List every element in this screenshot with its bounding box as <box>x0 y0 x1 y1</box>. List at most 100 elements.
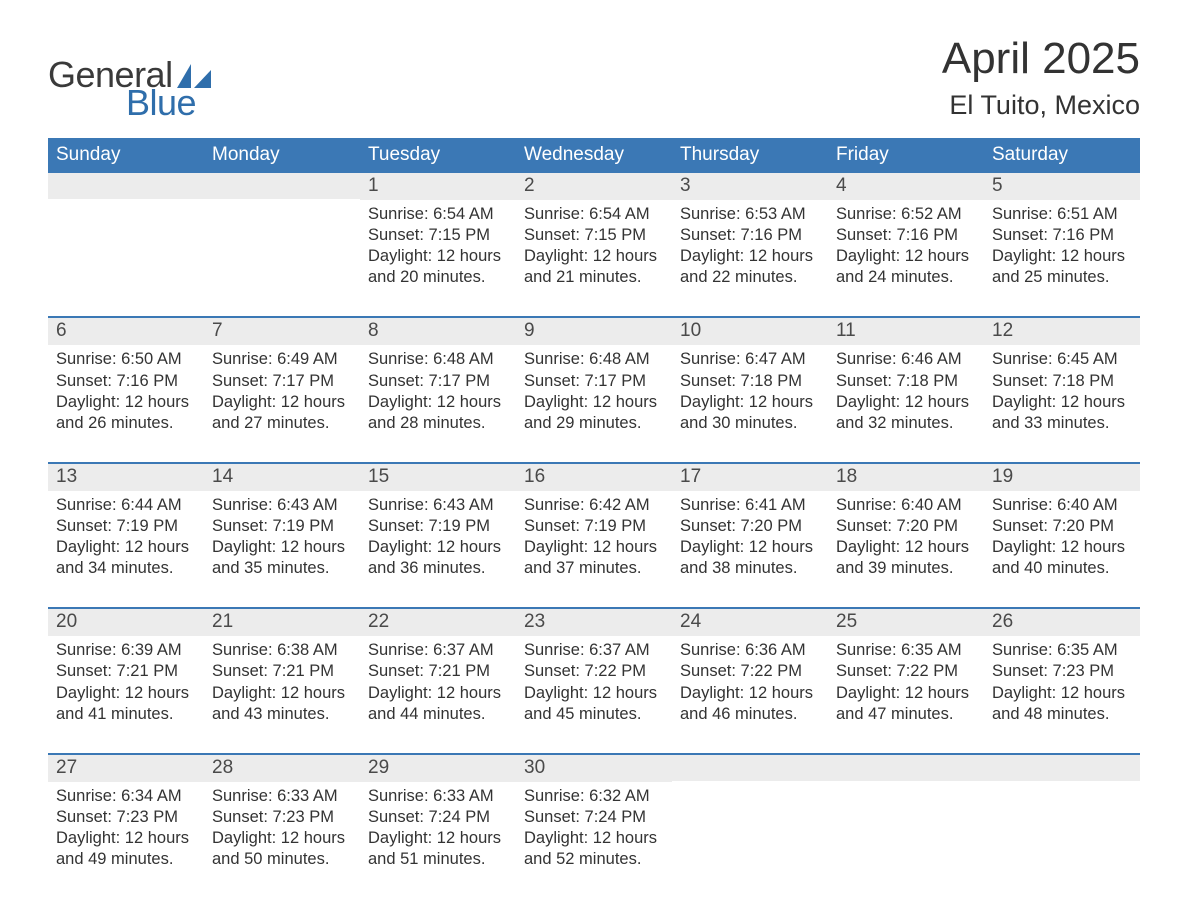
day-body: Sunrise: 6:37 AMSunset: 7:22 PMDaylight:… <box>516 636 672 724</box>
day-daylight2: and 28 minutes. <box>368 413 508 434</box>
day-daylight1: Daylight: 12 hours <box>992 537 1132 558</box>
day-sunrise: Sunrise: 6:40 AM <box>836 495 976 516</box>
day-daylight1: Daylight: 12 hours <box>836 683 976 704</box>
day-sunrise: Sunrise: 6:49 AM <box>212 349 352 370</box>
day-sunrise: Sunrise: 6:38 AM <box>212 640 352 661</box>
day-body: Sunrise: 6:36 AMSunset: 7:22 PMDaylight:… <box>672 636 828 724</box>
day-body <box>984 781 1140 785</box>
calendar: Sunday Monday Tuesday Wednesday Thursday… <box>48 138 1140 870</box>
day-cell: 29Sunrise: 6:33 AMSunset: 7:24 PMDayligh… <box>360 755 516 870</box>
day-daylight1: Daylight: 12 hours <box>680 683 820 704</box>
week-row: 27Sunrise: 6:34 AMSunset: 7:23 PMDayligh… <box>48 753 1140 870</box>
day-sunrise: Sunrise: 6:32 AM <box>524 786 664 807</box>
day-sunrise: Sunrise: 6:50 AM <box>56 349 196 370</box>
day-number: 21 <box>204 609 360 636</box>
day-daylight2: and 38 minutes. <box>680 558 820 579</box>
day-daylight2: and 37 minutes. <box>524 558 664 579</box>
day-daylight2: and 20 minutes. <box>368 267 508 288</box>
day-sunset: Sunset: 7:21 PM <box>212 661 352 682</box>
day-daylight2: and 40 minutes. <box>992 558 1132 579</box>
day-daylight1: Daylight: 12 hours <box>368 392 508 413</box>
day-number: 7 <box>204 318 360 345</box>
day-sunset: Sunset: 7:17 PM <box>212 371 352 392</box>
day-sunset: Sunset: 7:22 PM <box>524 661 664 682</box>
day-daylight2: and 27 minutes. <box>212 413 352 434</box>
weekday-tue: Tuesday <box>360 138 516 173</box>
day-sunset: Sunset: 7:19 PM <box>212 516 352 537</box>
day-cell: 5Sunrise: 6:51 AMSunset: 7:16 PMDaylight… <box>984 173 1140 288</box>
day-number: 11 <box>828 318 984 345</box>
week-row: 6Sunrise: 6:50 AMSunset: 7:16 PMDaylight… <box>48 316 1140 433</box>
day-daylight2: and 46 minutes. <box>680 704 820 725</box>
weekday-header-row: Sunday Monday Tuesday Wednesday Thursday… <box>48 138 1140 173</box>
day-daylight2: and 33 minutes. <box>992 413 1132 434</box>
day-sunset: Sunset: 7:23 PM <box>56 807 196 828</box>
day-body: Sunrise: 6:35 AMSunset: 7:22 PMDaylight:… <box>828 636 984 724</box>
day-daylight1: Daylight: 12 hours <box>56 537 196 558</box>
day-sunset: Sunset: 7:24 PM <box>368 807 508 828</box>
weeks-container: 1Sunrise: 6:54 AMSunset: 7:15 PMDaylight… <box>48 173 1140 870</box>
day-cell: 3Sunrise: 6:53 AMSunset: 7:16 PMDaylight… <box>672 173 828 288</box>
day-body: Sunrise: 6:38 AMSunset: 7:21 PMDaylight:… <box>204 636 360 724</box>
day-sunset: Sunset: 7:24 PM <box>524 807 664 828</box>
day-number <box>672 755 828 781</box>
day-daylight1: Daylight: 12 hours <box>368 537 508 558</box>
day-body: Sunrise: 6:43 AMSunset: 7:19 PMDaylight:… <box>204 491 360 579</box>
day-cell <box>48 173 204 288</box>
day-sunset: Sunset: 7:15 PM <box>524 225 664 246</box>
day-number: 23 <box>516 609 672 636</box>
day-cell <box>828 755 984 870</box>
day-sunrise: Sunrise: 6:39 AM <box>56 640 196 661</box>
day-sunset: Sunset: 7:22 PM <box>680 661 820 682</box>
day-number: 8 <box>360 318 516 345</box>
day-cell: 16Sunrise: 6:42 AMSunset: 7:19 PMDayligh… <box>516 464 672 579</box>
day-body: Sunrise: 6:54 AMSunset: 7:15 PMDaylight:… <box>360 200 516 288</box>
day-number: 26 <box>984 609 1140 636</box>
day-sunset: Sunset: 7:15 PM <box>368 225 508 246</box>
day-sunrise: Sunrise: 6:53 AM <box>680 204 820 225</box>
day-daylight1: Daylight: 12 hours <box>212 392 352 413</box>
day-sunset: Sunset: 7:23 PM <box>992 661 1132 682</box>
week-row: 1Sunrise: 6:54 AMSunset: 7:15 PMDaylight… <box>48 173 1140 288</box>
day-sunrise: Sunrise: 6:48 AM <box>368 349 508 370</box>
day-sunset: Sunset: 7:21 PM <box>368 661 508 682</box>
day-daylight2: and 35 minutes. <box>212 558 352 579</box>
day-body: Sunrise: 6:53 AMSunset: 7:16 PMDaylight:… <box>672 200 828 288</box>
day-body: Sunrise: 6:45 AMSunset: 7:18 PMDaylight:… <box>984 345 1140 433</box>
day-body <box>204 199 360 203</box>
day-body: Sunrise: 6:33 AMSunset: 7:24 PMDaylight:… <box>360 782 516 870</box>
day-sunset: Sunset: 7:18 PM <box>836 371 976 392</box>
day-cell: 27Sunrise: 6:34 AMSunset: 7:23 PMDayligh… <box>48 755 204 870</box>
day-daylight2: and 22 minutes. <box>680 267 820 288</box>
weekday-thu: Thursday <box>672 138 828 173</box>
header: General Blue April 2025 El Tuito, Mexico <box>48 34 1140 124</box>
day-daylight1: Daylight: 12 hours <box>680 246 820 267</box>
day-cell <box>984 755 1140 870</box>
day-body: Sunrise: 6:40 AMSunset: 7:20 PMDaylight:… <box>828 491 984 579</box>
day-number: 19 <box>984 464 1140 491</box>
weekday-sat: Saturday <box>984 138 1140 173</box>
day-body: Sunrise: 6:51 AMSunset: 7:16 PMDaylight:… <box>984 200 1140 288</box>
day-sunrise: Sunrise: 6:41 AM <box>680 495 820 516</box>
day-daylight2: and 29 minutes. <box>524 413 664 434</box>
day-daylight1: Daylight: 12 hours <box>524 683 664 704</box>
day-sunset: Sunset: 7:22 PM <box>836 661 976 682</box>
day-daylight1: Daylight: 12 hours <box>836 537 976 558</box>
calendar-page: General Blue April 2025 El Tuito, Mexico… <box>0 0 1188 910</box>
day-cell: 12Sunrise: 6:45 AMSunset: 7:18 PMDayligh… <box>984 318 1140 433</box>
day-cell: 17Sunrise: 6:41 AMSunset: 7:20 PMDayligh… <box>672 464 828 579</box>
day-sunrise: Sunrise: 6:54 AM <box>368 204 508 225</box>
day-number: 10 <box>672 318 828 345</box>
day-sunrise: Sunrise: 6:37 AM <box>524 640 664 661</box>
day-number: 20 <box>48 609 204 636</box>
day-daylight1: Daylight: 12 hours <box>680 537 820 558</box>
day-sunset: Sunset: 7:16 PM <box>680 225 820 246</box>
day-daylight2: and 32 minutes. <box>836 413 976 434</box>
day-sunrise: Sunrise: 6:52 AM <box>836 204 976 225</box>
day-number: 9 <box>516 318 672 345</box>
day-sunset: Sunset: 7:19 PM <box>524 516 664 537</box>
day-cell: 14Sunrise: 6:43 AMSunset: 7:19 PMDayligh… <box>204 464 360 579</box>
day-number: 16 <box>516 464 672 491</box>
day-body: Sunrise: 6:41 AMSunset: 7:20 PMDaylight:… <box>672 491 828 579</box>
day-cell: 20Sunrise: 6:39 AMSunset: 7:21 PMDayligh… <box>48 609 204 724</box>
